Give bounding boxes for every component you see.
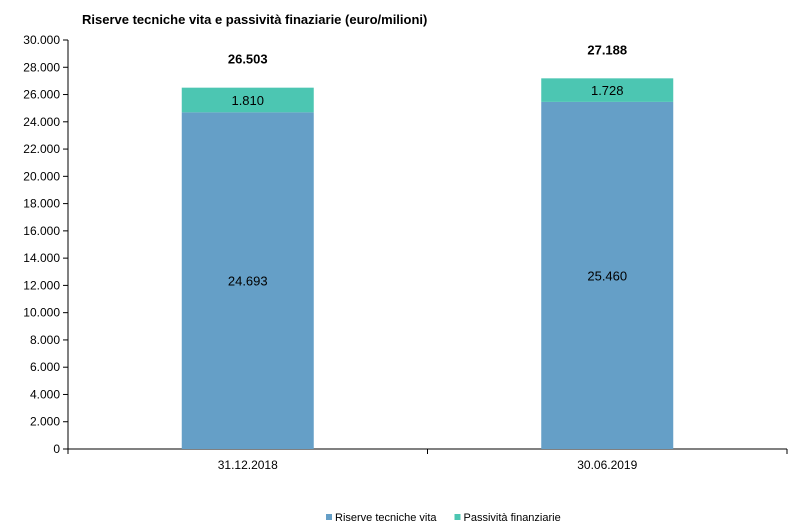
y-tick-label: 12.000: [23, 278, 60, 292]
legend-swatch: [454, 514, 461, 520]
y-tick-label: 2.000: [30, 415, 60, 429]
y-tick-label: 30.000: [23, 33, 60, 47]
bar-value-label: 1.810: [231, 93, 264, 108]
y-tick-label: 14.000: [23, 251, 60, 265]
legend-label: Riserve tecniche vita: [335, 512, 437, 524]
chart-title: Riserve tecniche vita e passività finazi…: [82, 12, 427, 27]
bar-segment-passivita-1: [541, 78, 674, 102]
bar-segment-riserve-1: [541, 101, 674, 450]
y-tick-label: 6.000: [30, 360, 60, 374]
y-tick-label: 16.000: [23, 224, 60, 238]
legend-swatch: [326, 514, 332, 520]
bar-segment-riserve-0: [181, 112, 314, 449]
x-category-label: 30.06.2019: [577, 458, 637, 472]
y-tick-label: 20.000: [23, 169, 60, 183]
x-axis: 31.12.2018 30.06.2019: [67, 448, 788, 472]
bar-total-label: 26.503: [228, 52, 268, 67]
bar-value-label: 24.693: [228, 274, 268, 289]
y-tick-label: 24.000: [23, 115, 60, 129]
y-tick-label: 4.000: [30, 387, 60, 401]
bar-segment-passivita-0: [181, 87, 314, 113]
x-category-label: 31.12.2018: [218, 458, 278, 472]
y-axis: 0 2.000 4.000 6.000 8.000 10.000 12.000 14.000 1…: [23, 33, 69, 456]
y-tick-label: 10.000: [23, 306, 60, 320]
y-tick-label: 18.000: [23, 197, 60, 211]
bars-group: 24.693 1.810 26.503 25.460 1.728 27.188: [181, 42, 674, 450]
y-tick-label: 22.000: [23, 142, 60, 156]
legend: Riserve tecniche vita Passività finanziar…: [326, 512, 561, 524]
y-tick-label: 28.000: [23, 60, 60, 74]
bar-total-label: 27.188: [587, 42, 627, 57]
y-tick-label: 8.000: [30, 333, 60, 347]
bar-value-label: 25.460: [587, 268, 627, 283]
y-tick-label: 26.000: [23, 88, 60, 102]
y-tick-label: 0: [53, 442, 60, 456]
bar-value-label: 1.728: [591, 83, 624, 98]
legend-label: Passività finanziarie: [464, 512, 561, 524]
